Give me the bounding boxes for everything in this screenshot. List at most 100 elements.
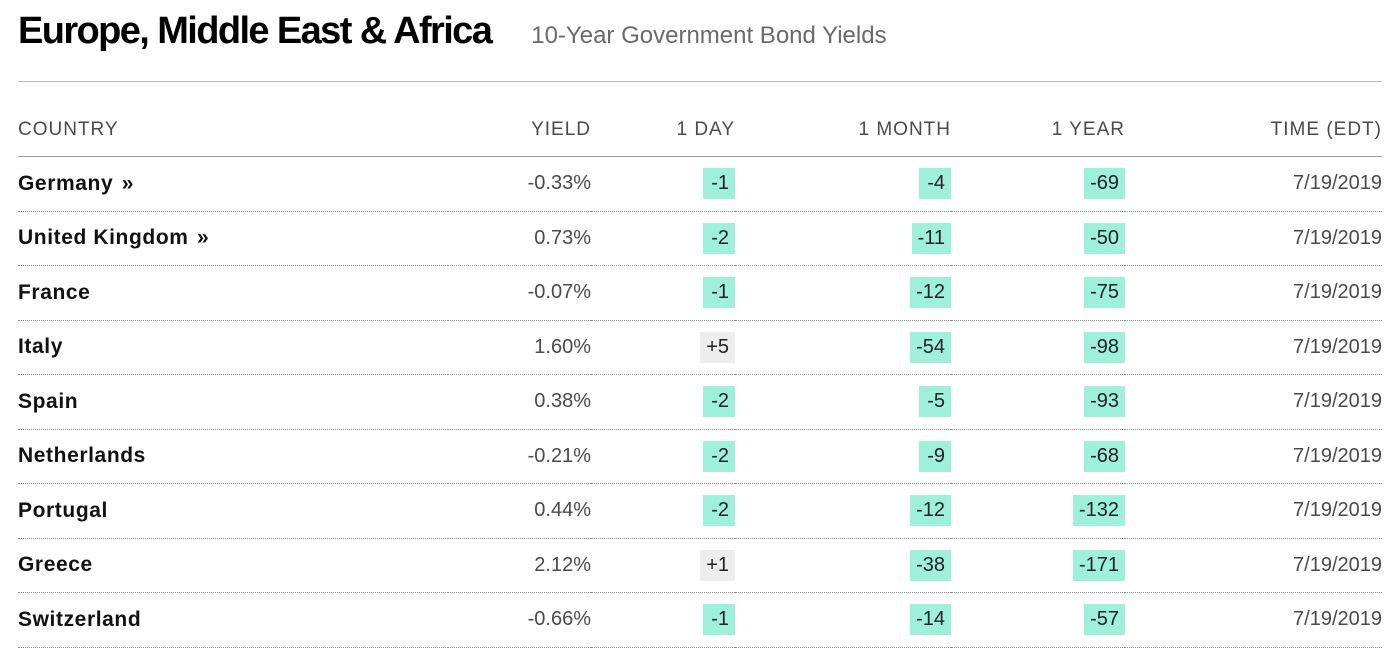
time-cell: 7/19/2019 [1125,592,1382,648]
one-month-cell: -11 [735,211,951,266]
table-row: United Kingdom » 0.73% -2 -11 -50 7/19/2019 [18,211,1382,266]
country-name: Netherlands [18,444,146,468]
one-month-cell: -9 [735,429,951,484]
one-year-change: -57 [1084,604,1125,636]
table-row: Italy 1.60% +5 -54 -98 7/19/2019 [18,320,1382,375]
time-cell: 7/19/2019 [1125,320,1382,375]
one-year-cell: -69 [951,156,1125,212]
column-header-time[interactable]: TIME (EDT) [1125,103,1382,157]
one-month-change: -38 [910,549,951,581]
one-year-change: -98 [1084,331,1125,363]
time-cell: 7/19/2019 [1125,211,1382,266]
one-year-cell: -98 [951,320,1125,375]
one-year-change: -68 [1084,440,1125,472]
table-row: Germany » -0.33% -1 -4 -69 7/19/2019 [18,156,1382,212]
one-month-cell: -12 [735,265,951,321]
one-day-cell: -2 [591,211,735,266]
column-header-1-year[interactable]: 1 YEAR [951,103,1125,157]
table-row: Netherlands -0.21% -2 -9 -68 7/19/2019 [18,429,1382,484]
one-month-cell: -54 [735,320,951,375]
one-day-change: -2 [703,495,735,527]
column-header-1-month[interactable]: 1 MONTH [735,103,951,157]
yield-cell: -0.33% [448,156,591,212]
one-day-cell: -1 [591,156,735,212]
one-month-cell: -38 [735,538,951,593]
country-name: Portugal [18,498,108,522]
one-year-cell: -75 [951,265,1125,321]
yield-cell: -0.21% [448,429,591,484]
one-day-cell: -1 [591,592,735,648]
yield-cell: 0.38% [448,374,591,430]
table-row: Portugal 0.44% -2 -12 -132 7/19/2019 [18,483,1382,539]
table-row: Greece 2.12% +1 -38 -171 7/19/2019 [18,538,1382,593]
yield-cell: -0.66% [448,592,591,648]
time-cell: 7/19/2019 [1125,429,1382,484]
country-cell: Netherlands [18,429,448,484]
header-divider [18,81,1382,82]
column-header-country[interactable]: COUNTRY [18,103,448,157]
time-cell: 7/19/2019 [1125,538,1382,593]
yield-cell: 0.44% [448,483,591,539]
country-cell: Spain [18,374,448,430]
one-day-change: -2 [703,440,735,472]
country-cell: Italy [18,320,448,375]
yield-cell: -0.07% [448,265,591,321]
one-day-change: -1 [703,277,735,309]
country-cell: Greece [18,538,448,593]
country-name: Switzerland [18,607,142,631]
one-year-change: -171 [1072,549,1125,581]
one-month-change: -14 [910,604,951,636]
yield-cell: 2.12% [448,538,591,593]
one-month-change: -4 [919,168,951,200]
one-month-change: -9 [919,440,951,472]
country-cell: Portugal [18,483,448,539]
one-year-cell: -171 [951,538,1125,593]
table-header-row: COUNTRY YIELD 1 DAY 1 MONTH 1 YEAR TIME … [18,103,1382,157]
table-row: France -0.07% -1 -12 -75 7/19/2019 [18,265,1382,321]
yield-cell: 0.73% [448,211,591,266]
page-title: Europe, Middle East & Africa [18,10,493,52]
one-month-cell: -12 [735,483,951,539]
country-link-arrow[interactable]: » [121,171,134,195]
country-cell: Switzerland [18,592,448,648]
time-cell: 7/19/2019 [1125,156,1382,212]
page-subtitle: 10-Year Government Bond Yields [531,22,887,49]
one-day-cell: +5 [591,320,735,375]
bond-yields-table: COUNTRY YIELD 1 DAY 1 MONTH 1 YEAR TIME … [18,103,1382,648]
country-cell[interactable]: Germany » [18,156,448,212]
table-row: Spain 0.38% -2 -5 -93 7/19/2019 [18,374,1382,430]
one-day-change: -2 [703,222,735,254]
country-name: Greece [18,553,93,577]
one-month-cell: -14 [735,592,951,648]
country-name: Italy [18,335,64,359]
country-name[interactable]: Germany [18,171,114,195]
time-cell: 7/19/2019 [1125,483,1382,539]
country-link-arrow[interactable]: » [196,226,210,250]
table-body: Germany » -0.33% -1 -4 -69 7/19/2019 United Ki… [18,156,1382,648]
one-year-cell: -68 [951,429,1125,484]
yield-cell: 1.60% [448,320,591,375]
time-cell: 7/19/2019 [1125,374,1382,430]
one-day-change: +5 [700,331,735,363]
one-day-cell: -2 [591,374,735,430]
country-name: Spain [18,389,79,413]
one-month-cell: -5 [735,374,951,430]
one-day-change: -2 [703,386,735,418]
country-name: France [18,280,91,304]
country-name[interactable]: United Kingdom [18,226,189,250]
time-cell: 7/19/2019 [1125,265,1382,321]
country-cell: France [18,265,448,321]
one-year-change: -50 [1084,222,1125,254]
one-month-change: -5 [919,386,951,418]
column-header-1-day[interactable]: 1 DAY [591,103,735,157]
one-month-change: -12 [910,277,951,309]
one-year-change: -75 [1084,277,1125,309]
one-day-change: -1 [703,604,735,636]
country-cell[interactable]: United Kingdom » [18,211,448,266]
column-header-yield[interactable]: YIELD [448,103,591,157]
one-year-cell: -132 [951,483,1125,539]
one-year-cell: -93 [951,374,1125,430]
one-year-cell: -57 [951,592,1125,648]
one-year-change: -69 [1084,168,1125,200]
